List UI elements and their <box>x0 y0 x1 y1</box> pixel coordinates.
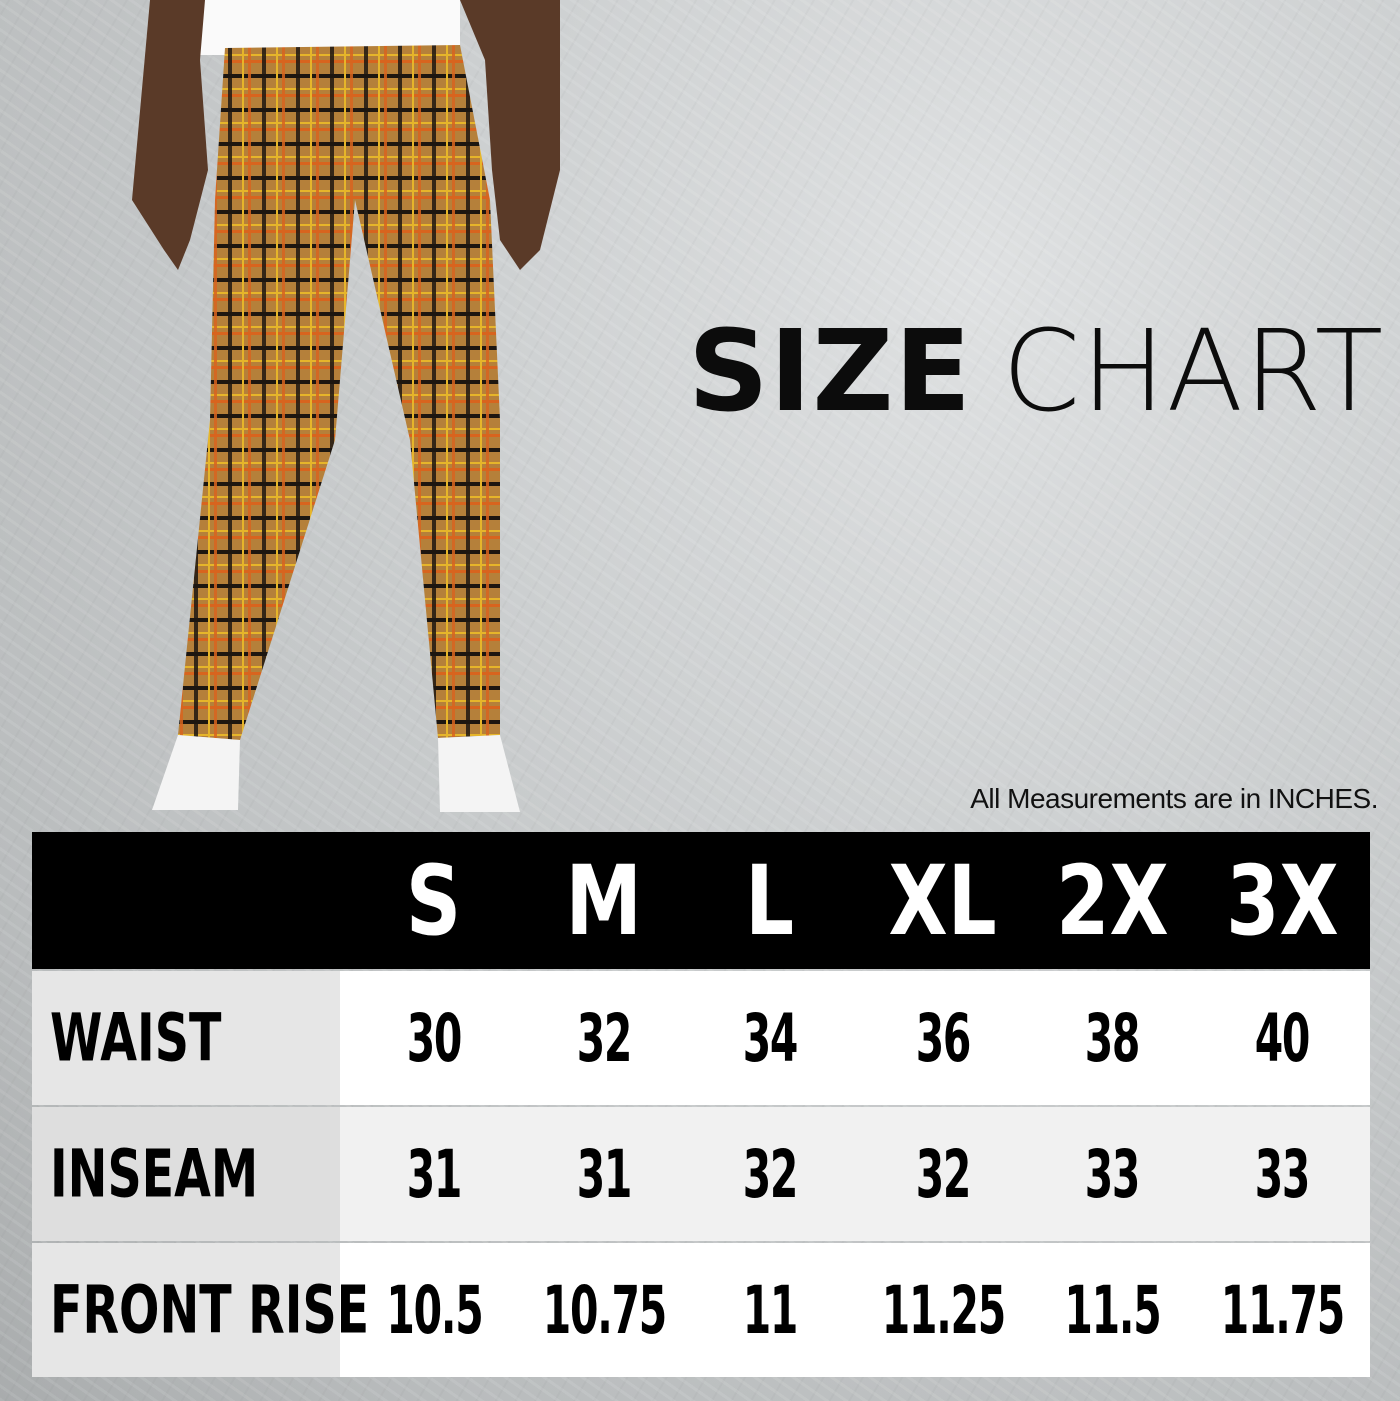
table-cell: 11.25 <box>858 1243 1028 1377</box>
cell-value: 34 <box>742 999 799 1077</box>
table-cell: 10.75 <box>519 1243 689 1377</box>
table-cell: 11.75 <box>1197 1243 1367 1377</box>
row-label: INSEAM <box>32 1107 340 1241</box>
page-title: SIZE CHART <box>688 316 1384 428</box>
cell-value: 31 <box>406 1135 463 1213</box>
cell-value: 32 <box>576 999 633 1077</box>
cell-value: 32 <box>742 1135 799 1213</box>
table-cell: 32 <box>685 1107 855 1241</box>
cell-value: 40 <box>1254 999 1311 1077</box>
table-cell: 11.5 <box>1027 1243 1197 1377</box>
title-bold: SIZE <box>688 307 973 437</box>
cell-value: 36 <box>915 999 972 1077</box>
table-cell: 10.5 <box>349 1243 519 1377</box>
row-label-text: FRONT RISE <box>50 1271 370 1349</box>
row-label-text: INSEAM <box>50 1135 259 1213</box>
table-cell: 33 <box>1027 1107 1197 1241</box>
size-header-row: S M L XL 2X 3X <box>32 832 1370 969</box>
size-label: 2X <box>1055 844 1169 957</box>
row-label-text: WAIST <box>50 999 222 1077</box>
size-header-2x: 2X <box>1027 832 1197 969</box>
size-header-l: L <box>685 832 855 969</box>
cell-value: 30 <box>406 999 463 1077</box>
cell-value: 11 <box>742 1271 799 1349</box>
cell-value: 32 <box>915 1135 972 1213</box>
row-label: FRONT RISE <box>32 1243 369 1377</box>
cell-value: 33 <box>1254 1135 1311 1213</box>
cell-value: 10.5 <box>385 1271 483 1349</box>
cell-value: 31 <box>576 1135 633 1213</box>
size-header-m: M <box>519 832 689 969</box>
table-cell: 38 <box>1027 971 1197 1105</box>
cell-value: 38 <box>1084 999 1141 1077</box>
table-cell: 32 <box>858 1107 1028 1241</box>
title-light: CHART <box>1002 307 1385 437</box>
cell-value: 11.25 <box>881 1271 1005 1349</box>
table-row-front-rise: FRONT RISE 10.5 10.75 11 11.25 11.5 11.75 <box>32 1243 1370 1377</box>
table-cell: 30 <box>349 971 519 1105</box>
row-label: WAIST <box>32 971 340 1105</box>
size-label: S <box>406 844 462 957</box>
model-wearing-plaid-pants-photo <box>132 0 560 812</box>
size-label: XL <box>888 844 998 957</box>
table-cell: 31 <box>519 1107 689 1241</box>
cell-value: 11.5 <box>1063 1271 1161 1349</box>
size-chart-table: S M L XL 2X 3X WAIST 30 32 34 36 38 40 INSEAM 31 31 32 3… <box>32 832 1370 1377</box>
table-row-waist: WAIST 30 32 34 36 38 40 <box>32 971 1370 1105</box>
cell-value: 10.75 <box>542 1271 666 1349</box>
table-cell: 32 <box>519 971 689 1105</box>
size-header-3x: 3X <box>1197 832 1367 969</box>
measurement-note: All Measurements are in INCHES. <box>970 783 1378 814</box>
size-label: L <box>745 844 795 957</box>
table-cell: 31 <box>349 1107 519 1241</box>
table-row-inseam: INSEAM 31 31 32 32 33 33 <box>32 1107 1370 1241</box>
cell-value: 11.75 <box>1220 1271 1344 1349</box>
size-header-s: S <box>349 832 519 969</box>
table-cell: 33 <box>1197 1107 1367 1241</box>
cell-value: 33 <box>1084 1135 1141 1213</box>
table-cell: 36 <box>858 971 1028 1105</box>
size-label: 3X <box>1225 844 1339 957</box>
table-cell: 40 <box>1197 971 1367 1105</box>
size-header-xl: XL <box>858 832 1028 969</box>
table-cell: 11 <box>685 1243 855 1377</box>
size-label: M <box>565 844 643 957</box>
table-cell: 34 <box>685 971 855 1105</box>
